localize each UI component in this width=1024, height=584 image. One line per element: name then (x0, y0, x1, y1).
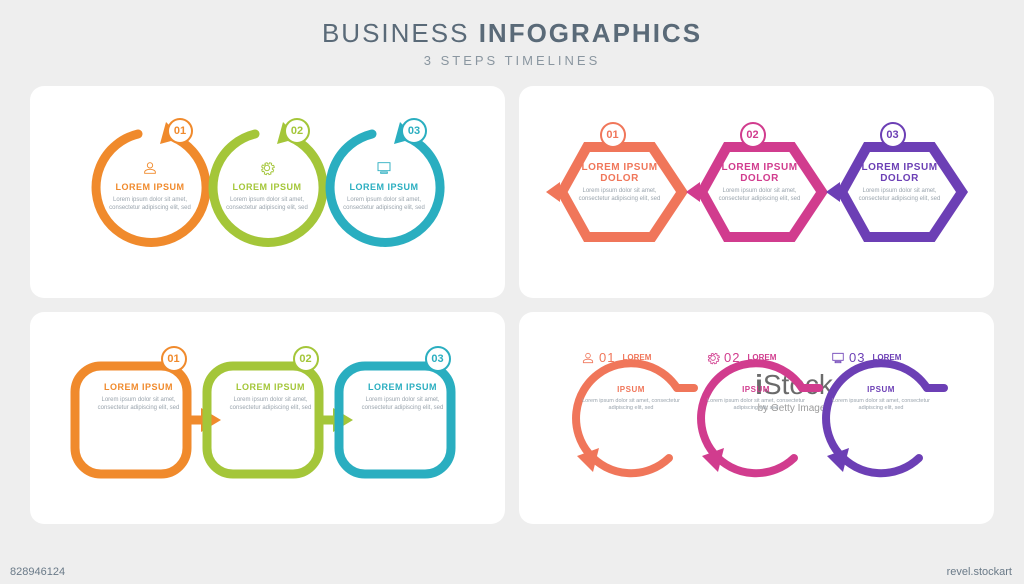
step-body: Lorem ipsum dolor sit amet, consectetur … (710, 187, 810, 204)
timeline-step: 01 LOREM IPSUM DOLOR Lorem ipsum dolor s… (542, 112, 692, 272)
step-badge: 01 (600, 122, 626, 148)
rounded-square-shape (325, 338, 485, 498)
screen-icon (831, 351, 845, 365)
step-text: LOREM IPSUM Lorem ipsum dolor sit amet, … (217, 160, 317, 213)
panel-rounded-squares: 01 LOREM IPSUM Lorem ipsum dolor sit ame… (30, 312, 505, 524)
step-text: IPSUM Lorem ipsum dolor sit amet, consec… (831, 386, 931, 413)
step-subtitle: IPSUM (581, 386, 681, 395)
step-title: LOREM IPSUM DOLOR (710, 162, 810, 184)
step-text: LOREM IPSUM Lorem ipsum dolor sit amet, … (221, 383, 321, 413)
step-text: LOREM IPSUM Lorem ipsum dolor sit amet, … (100, 160, 200, 213)
timeline-step: 03 LOREM IPSUM Lorem ipsum dolor sit ame… (325, 338, 475, 498)
step-body: Lorem ipsum dolor sit amet, consectetur … (570, 187, 670, 204)
step-title: LOREM IPSUM (334, 183, 434, 193)
step-title: LOREM IPSUM (100, 183, 200, 193)
step-title: LOREM (622, 353, 651, 362)
timeline-step: 03 LOREM IPSUM DOLOR Lorem ipsum dolor s… (822, 112, 972, 272)
panel-hexagons: 01 LOREM IPSUM DOLOR Lorem ipsum dolor s… (519, 86, 994, 298)
timeline-step: 02 LOREM IPSUM DOLOR Lorem ipsum dolor s… (682, 112, 832, 272)
timeline-step: 01 LOREM IPSUM Lorem ipsum dolor sit ame… (559, 338, 704, 498)
step-header-row: 02 LOREM (706, 350, 776, 365)
step-number: 03 (849, 350, 865, 365)
step-text: LOREM IPSUM Lorem ipsum dolor sit amet, … (334, 160, 434, 213)
screen-icon (376, 160, 392, 176)
panel-grid: 01 LOREM IPSUM Lorem ipsum dolor sit ame… (0, 76, 1024, 544)
step-body: Lorem ipsum dolor sit amet, consectetur … (221, 396, 321, 413)
timeline-step: 03 LOREM IPSUM Lorem ipsum dolor sit ame… (312, 112, 457, 272)
step-subtitle: IPSUM (831, 386, 931, 395)
user-icon (142, 160, 158, 176)
step-badge: 03 (401, 118, 427, 144)
step-body: Lorem ipsum dolor sit amet, consectetur … (831, 398, 931, 413)
step-badge: 03 (425, 346, 451, 372)
step-body: Lorem ipsum dolor sit amet, consectetur … (353, 396, 453, 413)
page-header: BUSINESS INFOGRAPHICS 3 STEPS TIMELINES (0, 0, 1024, 76)
footer-image-id: 828946124 (10, 566, 65, 578)
panel-circle-arrows: 01 LOREM IPSUM Lorem ipsum dolor sit ame… (30, 86, 505, 298)
step-number: 02 (724, 350, 740, 365)
step-text: IPSUM Lorem ipsum dolor sit amet, consec… (706, 386, 806, 413)
page-subtitle: 3 STEPS TIMELINES (0, 53, 1024, 68)
step-badge: 02 (740, 122, 766, 148)
step-text: LOREM IPSUM DOLOR Lorem ipsum dolor sit … (570, 162, 670, 204)
step-badge: 03 (880, 122, 906, 148)
step-title: LOREM (872, 353, 901, 362)
timeline-step: 01 LOREM IPSUM Lorem ipsum dolor sit ame… (61, 338, 211, 498)
timeline-step: 03 LOREM IPSUM Lorem ipsum dolor sit ame… (809, 338, 954, 498)
page-title: BUSINESS INFOGRAPHICS (0, 18, 1024, 49)
panel-open-circles: iStock by Getty Images 01 LOREM IPSUM Lo… (519, 312, 994, 524)
step-text: LOREM IPSUM Lorem ipsum dolor sit amet, … (353, 383, 453, 413)
step-text: IPSUM Lorem ipsum dolor sit amet, consec… (581, 386, 681, 413)
step-title: LOREM (747, 353, 776, 362)
step-badge: 02 (284, 118, 310, 144)
step-title: LOREM IPSUM (217, 183, 317, 193)
title-light: BUSINESS (322, 18, 470, 48)
step-text: LOREM IPSUM DOLOR Lorem ipsum dolor sit … (850, 162, 950, 204)
step-body: Lorem ipsum dolor sit amet, consectetur … (217, 196, 317, 213)
step-body: Lorem ipsum dolor sit amet, consectetur … (89, 396, 189, 413)
step-badge: 01 (161, 346, 187, 372)
gears-icon (706, 351, 720, 365)
step-header-row: 01 LOREM (581, 350, 651, 365)
step-title: LOREM IPSUM (353, 383, 453, 393)
step-body: Lorem ipsum dolor sit amet, consectetur … (100, 196, 200, 213)
step-badge: 02 (293, 346, 319, 372)
step-body: Lorem ipsum dolor sit amet, consectetur … (581, 398, 681, 413)
step-header-row: 03 LOREM (831, 350, 901, 365)
step-body: Lorem ipsum dolor sit amet, consectetur … (334, 196, 434, 213)
title-bold: INFOGRAPHICS (479, 18, 702, 48)
step-badge: 01 (167, 118, 193, 144)
footer-credit: revel.stockart (947, 566, 1012, 578)
user-icon (581, 351, 595, 365)
gears-icon (259, 160, 275, 176)
step-number: 01 (599, 350, 615, 365)
step-title: LOREM IPSUM DOLOR (850, 162, 950, 184)
timeline-step: 02 LOREM IPSUM Lorem ipsum dolor sit ame… (684, 338, 829, 498)
step-subtitle: IPSUM (706, 386, 806, 395)
step-text: LOREM IPSUM Lorem ipsum dolor sit amet, … (89, 383, 189, 413)
step-title: LOREM IPSUM (89, 383, 189, 393)
timeline-step: 02 LOREM IPSUM Lorem ipsum dolor sit ame… (193, 338, 343, 498)
step-title: LOREM IPSUM DOLOR (570, 162, 670, 184)
step-text: LOREM IPSUM DOLOR Lorem ipsum dolor sit … (710, 162, 810, 204)
step-body: Lorem ipsum dolor sit amet, consectetur … (706, 398, 806, 413)
step-title: LOREM IPSUM (221, 383, 321, 393)
step-body: Lorem ipsum dolor sit amet, consectetur … (850, 187, 950, 204)
